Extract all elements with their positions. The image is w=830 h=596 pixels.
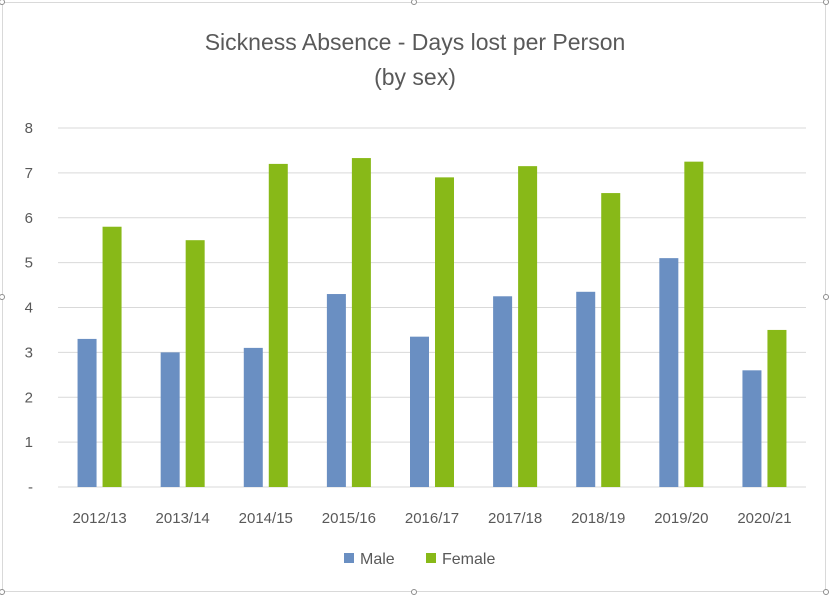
y-tick-label: 8 (25, 120, 33, 137)
bar-male-2014-15[interactable] (243, 347, 263, 487)
x-axis-labels: 2012/13 2013/14 2014/15 2015/16 2016/17 2017/… (72, 510, 791, 527)
x-tick-label: 2014/15 (239, 510, 293, 527)
resize-handle-top-right[interactable] (823, 0, 829, 5)
bar-male-2018-19[interactable] (576, 291, 596, 487)
bar-male-2015-16[interactable] (326, 294, 346, 487)
chart-subtitle: (by sex) (374, 64, 456, 90)
x-tick-label: 2015/16 (322, 510, 376, 527)
x-tick-label: 2013/14 (156, 510, 210, 527)
y-axis-labels: - 1 2 3 4 5 6 7 8 (25, 120, 33, 496)
x-tick-label: 2020/21 (737, 510, 791, 527)
resize-handle-top-left[interactable] (0, 0, 5, 5)
bars (77, 158, 787, 488)
resize-handle-middle-right[interactable] (823, 294, 829, 300)
bar-male-2019-20[interactable] (659, 258, 679, 487)
chart-title: Sickness Absence - Days lost per Person (205, 29, 626, 55)
bar-male-2016-17[interactable] (410, 336, 429, 487)
bar-female-2014-15[interactable] (268, 163, 288, 487)
y-tick-label: 6 (25, 210, 33, 227)
x-tick-label: 2018/19 (571, 510, 625, 527)
bar-female-2019-20[interactable] (684, 161, 704, 487)
bar-female-2015-16[interactable] (351, 158, 371, 487)
legend-swatch-male (344, 553, 354, 563)
resize-handle-top-center[interactable] (411, 0, 417, 5)
y-tick-label: 3 (25, 344, 33, 361)
y-tick-label: 5 (25, 255, 33, 272)
resize-handle-middle-left[interactable] (0, 294, 5, 300)
x-tick-label: 2019/20 (654, 510, 708, 527)
resize-handle-bottom-left[interactable] (0, 589, 5, 595)
legend-label-male: Male (360, 551, 395, 568)
bar-male-2020-21[interactable] (742, 370, 762, 487)
x-tick-label: 2012/13 (72, 510, 126, 527)
y-tick-label: 4 (25, 300, 33, 317)
resize-handle-bottom-center[interactable] (411, 589, 417, 595)
legend-label-female: Female (442, 551, 495, 568)
y-tick-label: 7 (25, 165, 33, 182)
x-tick-label: 2016/17 (405, 510, 459, 527)
resize-handle-bottom-right[interactable] (823, 589, 829, 595)
bar-female-2018-19[interactable] (601, 193, 621, 487)
gridlines (58, 127, 806, 488)
y-tick-label: 1 (25, 434, 33, 451)
y-tick-label: 2 (25, 389, 33, 406)
legend-swatch-female (426, 553, 436, 563)
bar-male-2013-14[interactable] (160, 352, 180, 487)
bar-female-2016-17[interactable] (435, 177, 454, 488)
bar-female-2017-18[interactable] (518, 166, 538, 488)
x-tick-label: 2017/18 (488, 510, 542, 527)
bar-female-2012-13[interactable] (102, 226, 122, 487)
bar-female-2013-14[interactable] (185, 240, 205, 487)
y-tick-label: - (28, 479, 33, 496)
bar-male-2017-18[interactable] (493, 296, 513, 487)
legend: Male Female (344, 551, 495, 568)
bar-male-2012-13[interactable] (77, 338, 97, 487)
bar-female-2020-21[interactable] (767, 329, 787, 487)
